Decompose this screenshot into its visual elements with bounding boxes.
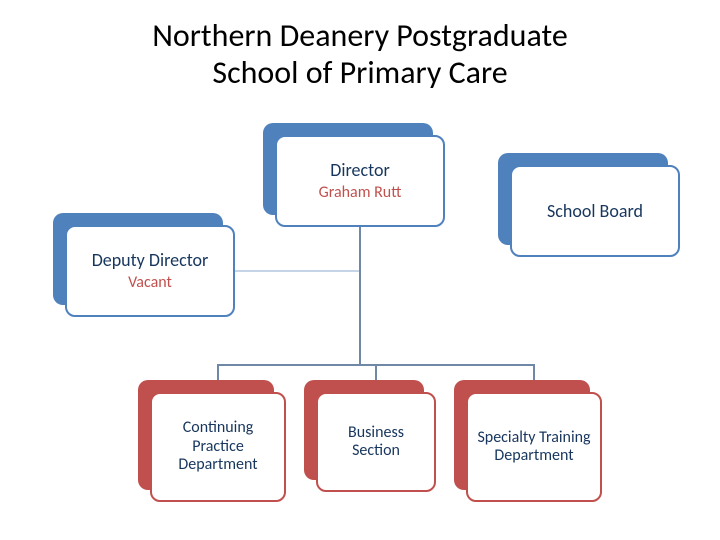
- node-role-board: School Board: [539, 201, 651, 222]
- node-deputy: Deputy Director Vacant: [65, 225, 235, 317]
- title-line-1: Northern Deanery Postgraduate: [0, 18, 720, 55]
- node-person-director: Graham Rutt: [319, 183, 402, 202]
- node-role-director: Director: [322, 160, 397, 181]
- node-director: Director Graham Rutt: [275, 135, 445, 227]
- node-role-deputy: Deputy Director: [84, 250, 217, 271]
- node-role-specialty: Specialty Training Department: [468, 429, 600, 466]
- node-business: Business Section: [316, 392, 436, 492]
- node-board: School Board: [510, 165, 680, 257]
- node-person-deputy: Vacant: [128, 273, 172, 292]
- node-cpd: Continuing Practice Department: [150, 392, 286, 502]
- node-specialty: Specialty Training Department: [466, 392, 602, 502]
- node-role-business: Business Section: [318, 424, 434, 461]
- page-title: Northern Deanery Postgraduate School of …: [0, 18, 720, 92]
- org-chart: Northern Deanery Postgraduate School of …: [0, 0, 720, 540]
- node-role-cpd: Continuing Practice Department: [152, 419, 284, 474]
- title-line-2: School of Primary Care: [0, 55, 720, 92]
